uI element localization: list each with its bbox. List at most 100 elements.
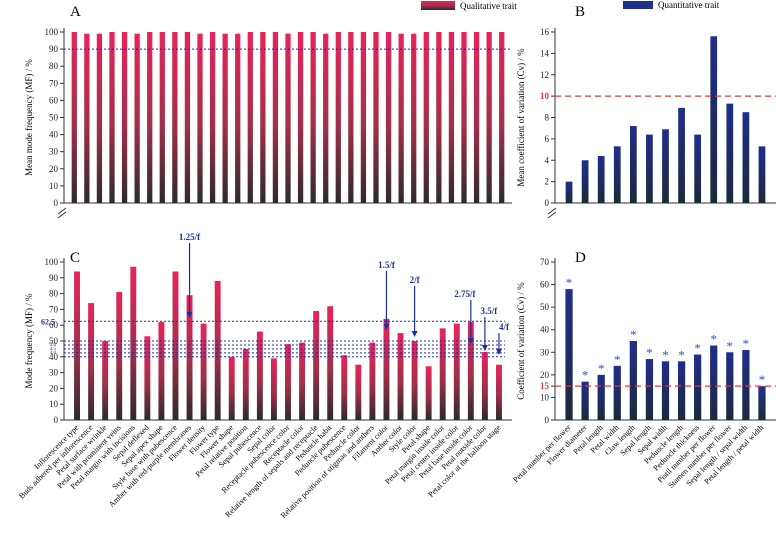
bar bbox=[109, 32, 115, 203]
panel-letter-b: B bbox=[575, 4, 585, 20]
bar bbox=[397, 333, 404, 420]
annotation-label: 3.5/f bbox=[481, 306, 499, 316]
bar bbox=[481, 352, 488, 420]
y-tick-label: 100 bbox=[45, 27, 59, 37]
y-tick-label: 10 bbox=[540, 91, 550, 101]
bar bbox=[613, 365, 621, 420]
bar-marker: * bbox=[598, 361, 605, 376]
bar bbox=[425, 366, 432, 420]
bar bbox=[341, 355, 348, 420]
y-axis-label: Coefficient of variation (Cv) / % bbox=[516, 282, 526, 400]
y-tick-label: 60 bbox=[49, 95, 59, 105]
ref-tick-label: 4.0 bbox=[50, 351, 57, 356]
bar bbox=[228, 356, 235, 420]
bar bbox=[694, 354, 702, 420]
bar bbox=[172, 32, 178, 203]
bar bbox=[726, 103, 734, 203]
bar bbox=[96, 33, 103, 204]
y-tick-label: 30 bbox=[49, 368, 59, 378]
bar-marker: * bbox=[662, 347, 669, 362]
bar-marker: * bbox=[727, 338, 734, 353]
y-tick-label: 80 bbox=[49, 61, 59, 71]
y-tick-label: 0 bbox=[54, 415, 59, 425]
bar bbox=[102, 341, 109, 420]
bar bbox=[411, 341, 418, 420]
bar bbox=[235, 33, 241, 204]
bar bbox=[423, 32, 429, 203]
y-tick-label: 4 bbox=[545, 155, 550, 165]
y-axis-label: Mean coefficient of variation (Cv) / % bbox=[516, 48, 526, 187]
bar bbox=[360, 32, 367, 203]
bar-marker: * bbox=[646, 345, 653, 360]
bar bbox=[348, 32, 354, 203]
bar bbox=[411, 33, 417, 204]
bar bbox=[597, 374, 605, 420]
bar bbox=[71, 32, 77, 203]
bar bbox=[581, 381, 589, 420]
bar bbox=[285, 344, 291, 420]
y-tick-label: 6 bbox=[545, 134, 550, 144]
bar bbox=[272, 32, 279, 203]
bar bbox=[496, 364, 502, 420]
panel-a-chart: 0 10 20 30 40 50 60 70 80 90 100 Mean mode frequenc… bbox=[24, 27, 512, 208]
bar-marker: * bbox=[582, 368, 589, 383]
bar-marker: * bbox=[759, 372, 766, 387]
bar bbox=[613, 146, 621, 203]
bar bbox=[209, 32, 216, 203]
ref-tick-label: 62.5 bbox=[41, 317, 55, 326]
bar bbox=[159, 32, 165, 203]
bar bbox=[629, 341, 637, 420]
bar-marker: * bbox=[743, 336, 750, 351]
y-tick-label: 50 bbox=[49, 113, 59, 123]
y-tick-label: 20 bbox=[49, 164, 59, 174]
ref-tick-label: 4.5 bbox=[50, 347, 57, 352]
y-tick-label: 30 bbox=[540, 347, 550, 357]
y-tick-label: 80 bbox=[49, 289, 59, 299]
bar bbox=[661, 361, 670, 420]
ref-tick-label: 5.0 bbox=[50, 343, 57, 348]
y-tick-label: 70 bbox=[540, 257, 550, 267]
bar bbox=[256, 331, 263, 420]
bar bbox=[313, 310, 320, 420]
y-tick-label: 8 bbox=[545, 113, 550, 123]
bar bbox=[662, 129, 669, 203]
bar bbox=[285, 33, 291, 204]
y-tick-label: 60 bbox=[49, 320, 59, 330]
panel-letter-d: D bbox=[575, 250, 586, 266]
bar bbox=[323, 33, 329, 204]
bar bbox=[88, 303, 95, 420]
y-tick-label: 20 bbox=[540, 370, 550, 380]
bar-marker: * bbox=[566, 275, 573, 290]
bar bbox=[327, 306, 334, 420]
y-tick-label: 100 bbox=[45, 257, 59, 267]
bar bbox=[694, 134, 702, 203]
y-tick-label: 2 bbox=[545, 177, 550, 187]
panel-c-chart: 0 10 20 30 40 50 60 70 80 90 100 Mode frequency (MF… bbox=[17, 232, 512, 520]
bar bbox=[335, 32, 341, 203]
y-axis-label: Mean mode frequency (MF) / % bbox=[24, 59, 34, 176]
bar bbox=[184, 32, 191, 203]
bar-marker: * bbox=[614, 352, 621, 367]
bar bbox=[74, 271, 80, 420]
bar bbox=[242, 348, 249, 420]
bar bbox=[742, 112, 750, 203]
bar bbox=[310, 32, 316, 203]
bar bbox=[486, 32, 492, 203]
bar bbox=[383, 318, 390, 420]
bar bbox=[629, 126, 637, 203]
bar bbox=[200, 323, 207, 420]
bar-marker: * bbox=[630, 327, 637, 342]
legend-quantitative: Quantitative trait bbox=[623, 0, 720, 10]
bar bbox=[398, 33, 404, 204]
bar bbox=[439, 328, 446, 420]
y-tick-label: 10 bbox=[540, 392, 550, 402]
bar bbox=[677, 361, 686, 420]
y-tick-label: 10 bbox=[49, 181, 59, 191]
bar bbox=[565, 289, 573, 420]
y-tick-label: 0 bbox=[545, 415, 550, 425]
panel-letter-a: A bbox=[70, 4, 81, 20]
legend-qualitative-label: Qualitative trait bbox=[460, 1, 517, 11]
bar-marker: * bbox=[694, 341, 701, 356]
bar bbox=[130, 266, 137, 420]
